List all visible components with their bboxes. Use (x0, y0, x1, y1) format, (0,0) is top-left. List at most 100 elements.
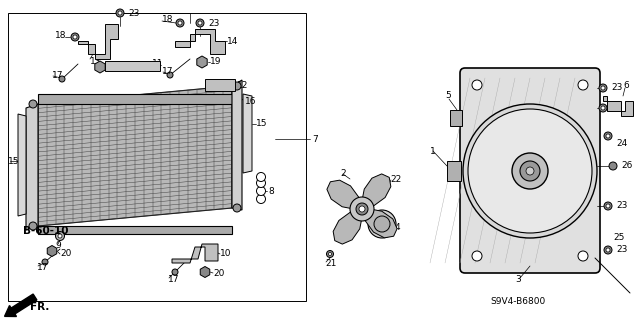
Text: 11: 11 (152, 58, 163, 68)
Circle shape (118, 11, 122, 15)
Circle shape (328, 253, 332, 256)
Bar (205, 79, 235, 91)
Text: 25: 25 (613, 234, 625, 242)
Bar (38, 226, 232, 234)
Text: 17: 17 (52, 71, 63, 80)
Circle shape (59, 76, 65, 82)
Circle shape (233, 82, 241, 90)
Text: 2: 2 (340, 169, 346, 179)
Circle shape (381, 182, 387, 187)
Text: 23: 23 (611, 84, 622, 93)
Circle shape (350, 197, 374, 221)
Text: 19: 19 (210, 57, 221, 66)
Polygon shape (333, 211, 363, 244)
Text: 15: 15 (256, 120, 268, 129)
Circle shape (609, 162, 617, 170)
Text: 16: 16 (245, 97, 257, 106)
Circle shape (172, 269, 178, 275)
Text: 22: 22 (390, 174, 401, 183)
Circle shape (178, 21, 182, 25)
Polygon shape (361, 174, 391, 206)
Text: 23: 23 (611, 103, 622, 113)
Text: 8: 8 (268, 187, 274, 196)
Polygon shape (327, 180, 360, 210)
Text: 18: 18 (55, 32, 67, 41)
Circle shape (526, 167, 534, 175)
Bar (8, 13, 306, 301)
Circle shape (147, 63, 152, 69)
Circle shape (109, 63, 115, 69)
Polygon shape (603, 96, 633, 116)
Polygon shape (38, 86, 232, 226)
Text: 23: 23 (128, 9, 140, 18)
Polygon shape (365, 208, 397, 238)
Circle shape (257, 173, 266, 182)
Polygon shape (243, 94, 252, 173)
Bar (450, 110, 462, 126)
Polygon shape (95, 61, 105, 73)
Text: 26: 26 (621, 161, 632, 170)
Circle shape (359, 206, 365, 212)
Text: 23: 23 (616, 246, 627, 255)
Text: 20: 20 (213, 270, 225, 278)
Circle shape (606, 248, 610, 252)
Text: 9: 9 (55, 241, 61, 250)
Polygon shape (197, 56, 207, 68)
Circle shape (601, 106, 605, 110)
Text: S9V4-B6800: S9V4-B6800 (490, 296, 545, 306)
Text: 13: 13 (90, 56, 102, 65)
Circle shape (601, 86, 605, 90)
Circle shape (116, 9, 124, 17)
Circle shape (578, 251, 588, 261)
Text: 15: 15 (8, 157, 19, 166)
Circle shape (326, 250, 333, 257)
Text: 10: 10 (220, 249, 232, 258)
Circle shape (167, 72, 173, 78)
Circle shape (233, 204, 241, 212)
Text: 19: 19 (108, 63, 120, 71)
FancyArrow shape (4, 294, 37, 316)
Text: 17: 17 (162, 66, 173, 76)
Text: 1: 1 (430, 146, 436, 155)
Text: 3: 3 (515, 276, 521, 285)
Text: 14: 14 (227, 36, 238, 46)
Circle shape (604, 246, 612, 254)
Text: B-60-10: B-60-10 (23, 226, 68, 236)
Text: 17: 17 (37, 263, 49, 271)
Polygon shape (175, 29, 225, 54)
Circle shape (604, 202, 612, 210)
Circle shape (463, 104, 597, 238)
Circle shape (604, 132, 612, 140)
Polygon shape (47, 246, 57, 256)
Text: 6: 6 (623, 81, 628, 91)
Circle shape (606, 204, 610, 208)
Circle shape (42, 259, 48, 265)
Circle shape (71, 33, 79, 41)
Circle shape (472, 251, 482, 261)
Circle shape (356, 203, 368, 215)
Circle shape (29, 100, 37, 108)
Text: 23: 23 (208, 19, 220, 27)
Circle shape (56, 232, 65, 241)
Polygon shape (200, 266, 210, 278)
Text: 4: 4 (395, 222, 401, 232)
Polygon shape (380, 179, 388, 189)
Circle shape (578, 80, 588, 90)
Circle shape (472, 80, 482, 90)
Text: FR.: FR. (30, 302, 49, 312)
Text: 24: 24 (616, 138, 627, 147)
Text: 23: 23 (616, 202, 627, 211)
Circle shape (374, 216, 390, 232)
Circle shape (368, 210, 396, 238)
Bar (38, 94, 232, 104)
Circle shape (520, 161, 540, 181)
Circle shape (198, 21, 202, 25)
FancyBboxPatch shape (460, 68, 600, 273)
Polygon shape (172, 244, 218, 263)
Bar (447, 161, 461, 181)
Circle shape (176, 19, 184, 27)
Circle shape (257, 195, 266, 204)
Circle shape (122, 63, 127, 69)
Text: 12: 12 (237, 80, 248, 90)
Circle shape (196, 19, 204, 27)
